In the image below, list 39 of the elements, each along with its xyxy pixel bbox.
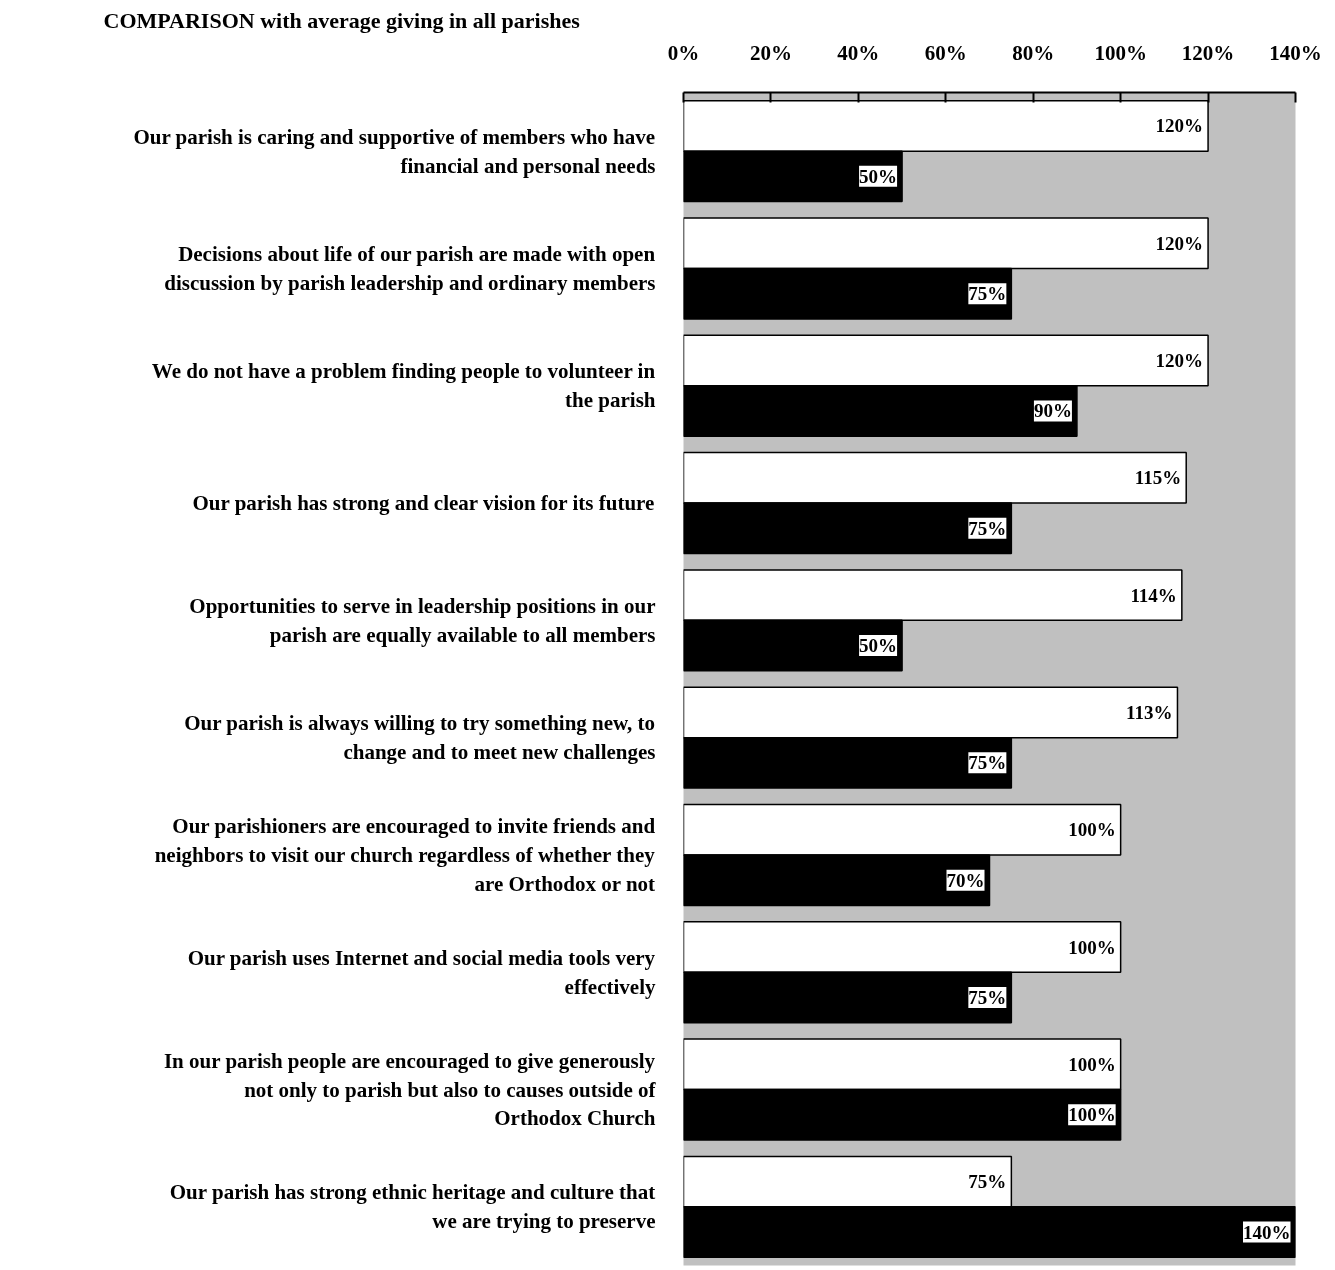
text: 114%: [1130, 584, 1177, 606]
x-tick-label: 140%: [1269, 40, 1322, 65]
text: 75%: [968, 1171, 1007, 1193]
y-tick-label: Our parish has strong ethnic heritage and culture that we are trying to preserve: [169, 1180, 656, 1234]
y-tick-label: Our parish uses Internet and social media tools very effectively: [187, 945, 656, 999]
y-tick-label: Our parish is always willing to try something new, to change and to meet new challenges: [184, 711, 656, 765]
text: COMPARISON with average giving in all parishes: [103, 7, 581, 33]
text: 75%: [968, 986, 1007, 1008]
text: 140%: [1243, 1221, 1291, 1243]
text: 120%: [1155, 115, 1204, 137]
y-tick-label: In our parish people are encouraged to give generously not only to parish but also to causes outside of Orthodox Church: [163, 1048, 657, 1131]
text: 75%: [968, 517, 1007, 539]
x-tick-label: 60%: [924, 40, 967, 65]
text: 50%: [859, 165, 898, 187]
text: 115%: [1134, 467, 1182, 489]
x-tick-label: 40%: [837, 40, 880, 65]
x-tick-label: 100%: [1094, 40, 1147, 65]
text: 113%: [1126, 701, 1173, 723]
text: 75%: [968, 752, 1007, 774]
x-tick-label: 0%: [667, 40, 700, 65]
text: 100%: [1068, 1053, 1116, 1075]
y-tick-label: Opportunities to serve in leadership positions in our parish are equally available to all members: [189, 593, 656, 647]
text: 100%: [1068, 1104, 1116, 1126]
text: 100%: [1068, 936, 1116, 958]
text: 120%: [1155, 350, 1204, 372]
x-tick-label: 120%: [1181, 40, 1235, 65]
y-tick-label: Our parish has strong and clear vision for its future: [192, 491, 655, 516]
x-tick-label: 80%: [1012, 40, 1055, 65]
text: 120%: [1155, 232, 1204, 254]
text: 50%: [859, 635, 898, 657]
text: 70%: [946, 869, 985, 891]
y-tick-label: We do not have a problem finding people to volunteer in the parish: [151, 359, 656, 413]
text: 90%: [1033, 400, 1072, 422]
x-tick-label: 20%: [749, 40, 792, 65]
y-tick-label: Our parish is caring and supportive of members who have financial and personal needs: [133, 124, 656, 178]
y-tick-label: Our parishioners are encouraged to invite friends and neighbors to visit our church regardless of whether they are Orthodox or not: [154, 814, 656, 896]
text: 75%: [968, 283, 1007, 305]
text: 100%: [1068, 819, 1116, 841]
y-tick-label: Decisions about life of our parish are made with open discussion by parish leadership and ordinary members: [164, 242, 656, 295]
